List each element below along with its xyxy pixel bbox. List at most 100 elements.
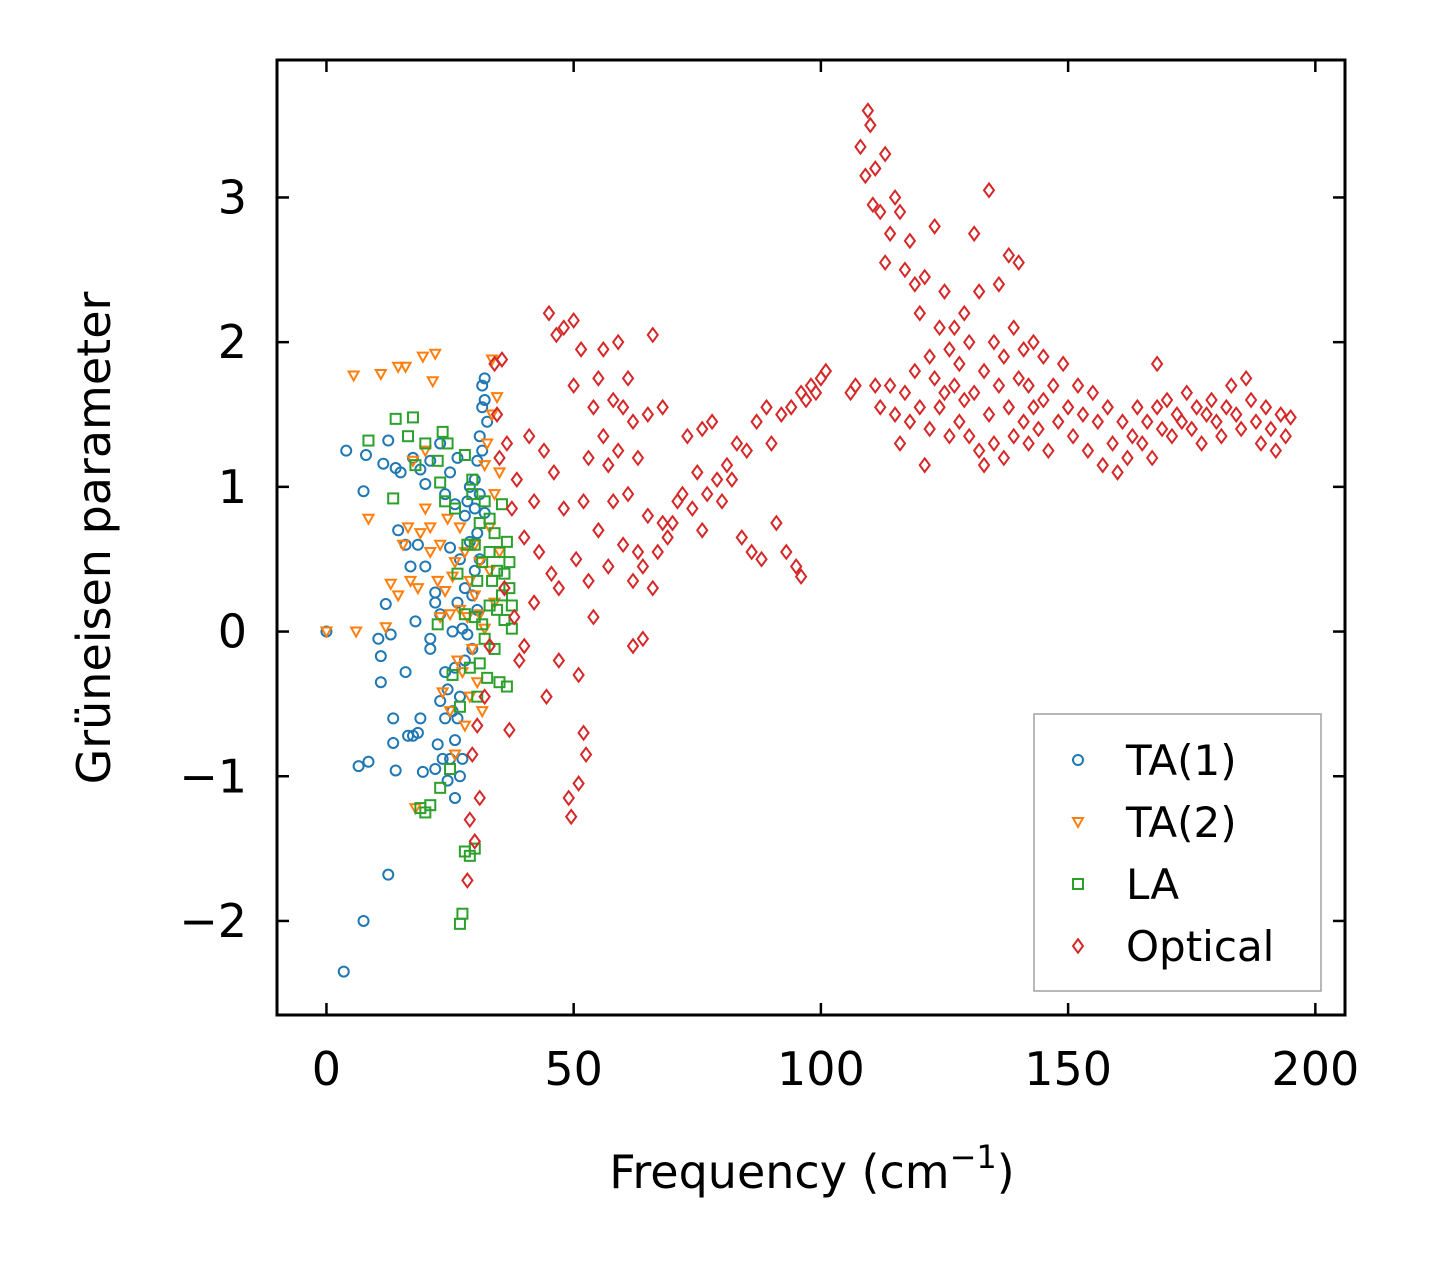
point-ta-1 (424, 642, 437, 655)
point-optical (804, 377, 818, 394)
point-optical (1002, 398, 1016, 416)
point-optical (1269, 442, 1283, 460)
point-ta-2 (430, 575, 445, 588)
point-optical (461, 872, 474, 889)
point-optical (1007, 427, 1020, 445)
point-optical (1150, 398, 1164, 416)
point-optical (517, 637, 531, 655)
point-optical (938, 283, 951, 300)
point-optical (784, 398, 798, 416)
point-optical (958, 391, 971, 409)
point-optical (735, 529, 749, 546)
point-ta-1 (458, 582, 471, 595)
point-optical (710, 471, 724, 489)
legend-marker (1071, 817, 1085, 830)
point-optical (1131, 398, 1144, 416)
point-optical (522, 427, 536, 445)
point-optical (775, 406, 788, 423)
point-ta-2 (361, 513, 376, 526)
point-optical (987, 435, 1001, 452)
point-optical (1101, 398, 1114, 416)
point-optical (676, 485, 689, 503)
x-tick-label: 0 (312, 1042, 341, 1096)
point-optical (1007, 319, 1020, 337)
point-ta-1 (481, 415, 494, 428)
point-optical (962, 333, 976, 351)
point-ta-2 (443, 706, 457, 719)
point-optical (1121, 449, 1134, 467)
point-la (503, 582, 516, 595)
point-la (500, 535, 513, 548)
point-ta-2 (396, 539, 410, 552)
point-la (402, 430, 415, 443)
point-optical (1254, 435, 1268, 452)
point-optical (468, 832, 482, 850)
point-optical (770, 514, 783, 532)
point-ta-2 (480, 438, 494, 451)
point-optical (540, 688, 553, 706)
point-optical (864, 116, 877, 134)
point-ta-1 (392, 524, 405, 537)
point-ta-2 (433, 539, 447, 552)
point-ta-1 (337, 965, 350, 978)
point-ta-2 (482, 565, 497, 578)
point-la (468, 611, 481, 624)
point-optical (1071, 377, 1085, 394)
legend-label: TA(2) (1125, 798, 1237, 847)
point-optical (621, 485, 635, 503)
point-la (453, 917, 466, 930)
point-optical (631, 449, 645, 467)
point-optical (948, 319, 961, 337)
y-tick-label: 1 (218, 460, 247, 514)
point-ta-1 (357, 914, 370, 927)
point-optical (1205, 391, 1218, 409)
point-optical (1170, 406, 1184, 423)
point-la (486, 574, 499, 587)
data-markers (319, 102, 1297, 978)
point-optical (471, 717, 484, 735)
point-optical (794, 568, 808, 585)
point-ta-1 (399, 666, 412, 679)
point-optical (572, 775, 585, 792)
point-optical (1190, 398, 1203, 416)
point-optical (1279, 427, 1292, 445)
point-optical (982, 406, 996, 423)
y-tick-label: −2 (179, 894, 247, 948)
point-ta-2 (448, 749, 462, 762)
point-optical (1244, 391, 1258, 409)
point-optical (1220, 398, 1233, 416)
point-ta-1 (379, 598, 392, 611)
point-la (466, 488, 479, 501)
point-optical (656, 398, 669, 416)
point-optical (513, 652, 526, 669)
point-la (476, 556, 489, 569)
point-optical (1027, 398, 1040, 416)
point-ta-2 (411, 583, 425, 596)
point-optical (943, 427, 956, 445)
point-optical (943, 340, 956, 358)
point-optical (740, 442, 753, 460)
point-la (387, 492, 400, 505)
point-optical (799, 391, 813, 409)
point-ta-2 (398, 361, 413, 374)
point-ta-2 (426, 376, 440, 389)
point-optical (972, 283, 986, 300)
point-optical (592, 521, 605, 539)
point-optical (861, 102, 875, 120)
point-la (491, 564, 504, 577)
point-optical (1047, 377, 1060, 394)
point-optical (641, 406, 655, 423)
point-ta-1 (382, 868, 395, 881)
point-optical (1061, 398, 1075, 416)
point-ta-2 (416, 351, 430, 364)
point-ta-1 (362, 755, 375, 768)
point-ta-2 (440, 513, 455, 526)
point-ta-2 (433, 612, 447, 625)
point-la (406, 411, 419, 424)
x-axis-label-superscript: −1 (950, 1138, 997, 1176)
point-ta-1 (340, 444, 353, 457)
point-optical (550, 326, 563, 344)
point-optical (720, 456, 734, 474)
point-optical (527, 492, 541, 510)
point-ta-1 (372, 632, 385, 645)
